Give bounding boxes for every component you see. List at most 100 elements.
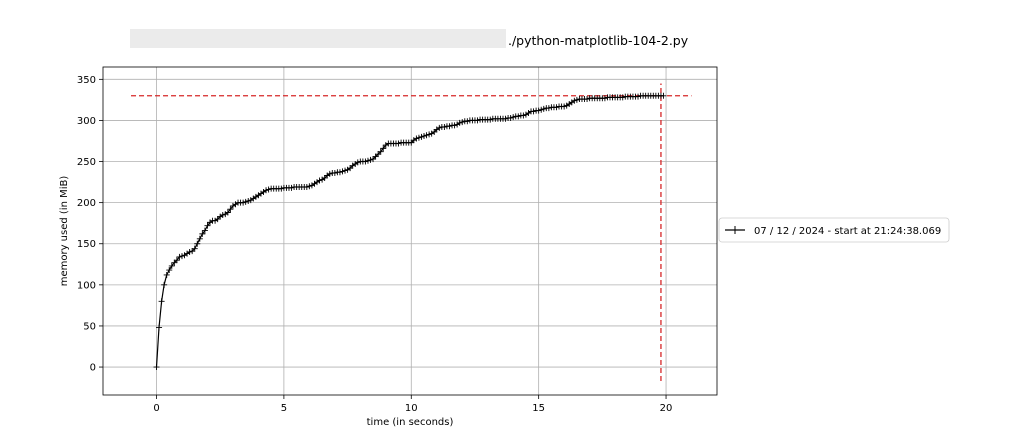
data-point xyxy=(413,135,420,142)
y-tick-label: 100 xyxy=(77,280,96,291)
grid xyxy=(103,67,717,395)
data-point xyxy=(601,95,608,102)
data-point xyxy=(158,298,165,305)
data-point xyxy=(331,170,338,177)
x-tick-label: 0 xyxy=(153,403,159,414)
redacted-path-bar xyxy=(130,29,506,48)
data-point xyxy=(347,165,354,172)
data-point xyxy=(573,96,580,103)
data-point xyxy=(507,114,514,121)
data-point xyxy=(535,107,542,114)
data-point xyxy=(421,133,428,140)
data-point xyxy=(367,156,374,163)
series-line xyxy=(155,95,664,368)
reference-lines xyxy=(131,83,692,382)
data-point xyxy=(173,257,180,264)
data-point xyxy=(263,187,270,194)
data-point xyxy=(219,211,226,218)
legend-marker xyxy=(731,226,739,234)
data-point xyxy=(418,133,425,140)
data-point xyxy=(502,115,509,122)
data-point xyxy=(316,177,323,184)
data-point xyxy=(178,253,185,260)
y-tick-label: 350 xyxy=(77,75,96,86)
data-point xyxy=(153,364,160,371)
data-point xyxy=(530,108,537,115)
x-ticks: 0 5 10 15 20 xyxy=(153,395,672,414)
data-point xyxy=(395,140,402,147)
data-point xyxy=(545,105,552,112)
data-point xyxy=(375,151,382,158)
data-point xyxy=(540,105,547,112)
data-point xyxy=(464,118,471,125)
data-point xyxy=(446,123,453,130)
data-point xyxy=(168,262,175,269)
data-point xyxy=(171,259,178,266)
y-ticks: 0 50 100 150 200 250 300 350 xyxy=(77,75,103,374)
plot-frame xyxy=(102,66,718,396)
data-point xyxy=(191,245,198,252)
data-point xyxy=(571,97,578,104)
data-point xyxy=(163,271,170,278)
data-point xyxy=(372,153,379,160)
data-point xyxy=(306,183,313,190)
data-point xyxy=(456,119,463,126)
data-point xyxy=(166,267,173,274)
x-tick-label: 5 xyxy=(281,403,287,414)
data-point xyxy=(186,248,193,255)
data-point xyxy=(161,281,168,288)
data-point xyxy=(265,186,272,193)
y-tick-label: 150 xyxy=(77,239,96,250)
data-point xyxy=(584,96,591,103)
data-point xyxy=(278,185,285,192)
data-point xyxy=(176,253,183,260)
data-point xyxy=(474,117,481,124)
y-tick-label: 200 xyxy=(77,198,96,209)
data-point xyxy=(199,230,206,237)
legend-frame xyxy=(718,217,950,243)
data-point xyxy=(510,114,517,121)
x-tick-label: 10 xyxy=(405,403,418,414)
data-point xyxy=(380,145,387,152)
y-axis-label: memory used (in MiB) xyxy=(59,176,70,287)
y-tick-label: 0 xyxy=(90,363,96,374)
data-point xyxy=(227,206,234,213)
x-tick-label: 15 xyxy=(532,403,545,414)
legend: 07 / 12 / 2024 - start at 21:24:38.069 xyxy=(718,217,950,243)
data-point xyxy=(336,169,343,176)
data-point xyxy=(242,198,249,205)
data-point xyxy=(561,103,568,110)
data-point xyxy=(660,92,667,99)
data-point xyxy=(196,235,203,242)
data-point xyxy=(451,122,458,129)
data-point xyxy=(408,139,415,146)
data-point xyxy=(204,222,211,229)
data-point xyxy=(245,197,252,204)
data-point xyxy=(240,199,247,206)
data-point xyxy=(364,157,371,164)
data-point xyxy=(156,324,163,331)
data-point xyxy=(459,119,466,126)
data-point xyxy=(515,113,522,120)
data-point xyxy=(288,184,295,191)
data-point xyxy=(224,209,231,216)
x-axis-label: time (in seconds) xyxy=(367,417,454,428)
y-tick-label: 50 xyxy=(83,321,96,332)
y-tick-label: 250 xyxy=(77,157,96,168)
data-point xyxy=(201,227,208,234)
data-point xyxy=(619,94,626,101)
data-point xyxy=(441,124,448,131)
legend-entry-label: 07 / 12 / 2024 - start at 21:24:38.069 xyxy=(754,226,941,237)
data-point xyxy=(635,93,642,100)
data-point xyxy=(553,104,560,111)
data-point xyxy=(370,156,377,163)
data-point xyxy=(377,148,384,155)
data-point xyxy=(342,167,349,174)
data-point xyxy=(214,216,221,223)
data-point xyxy=(431,128,438,135)
data-point xyxy=(487,116,494,123)
data-point xyxy=(194,240,201,247)
data-point xyxy=(415,134,422,141)
data-point xyxy=(354,159,361,166)
